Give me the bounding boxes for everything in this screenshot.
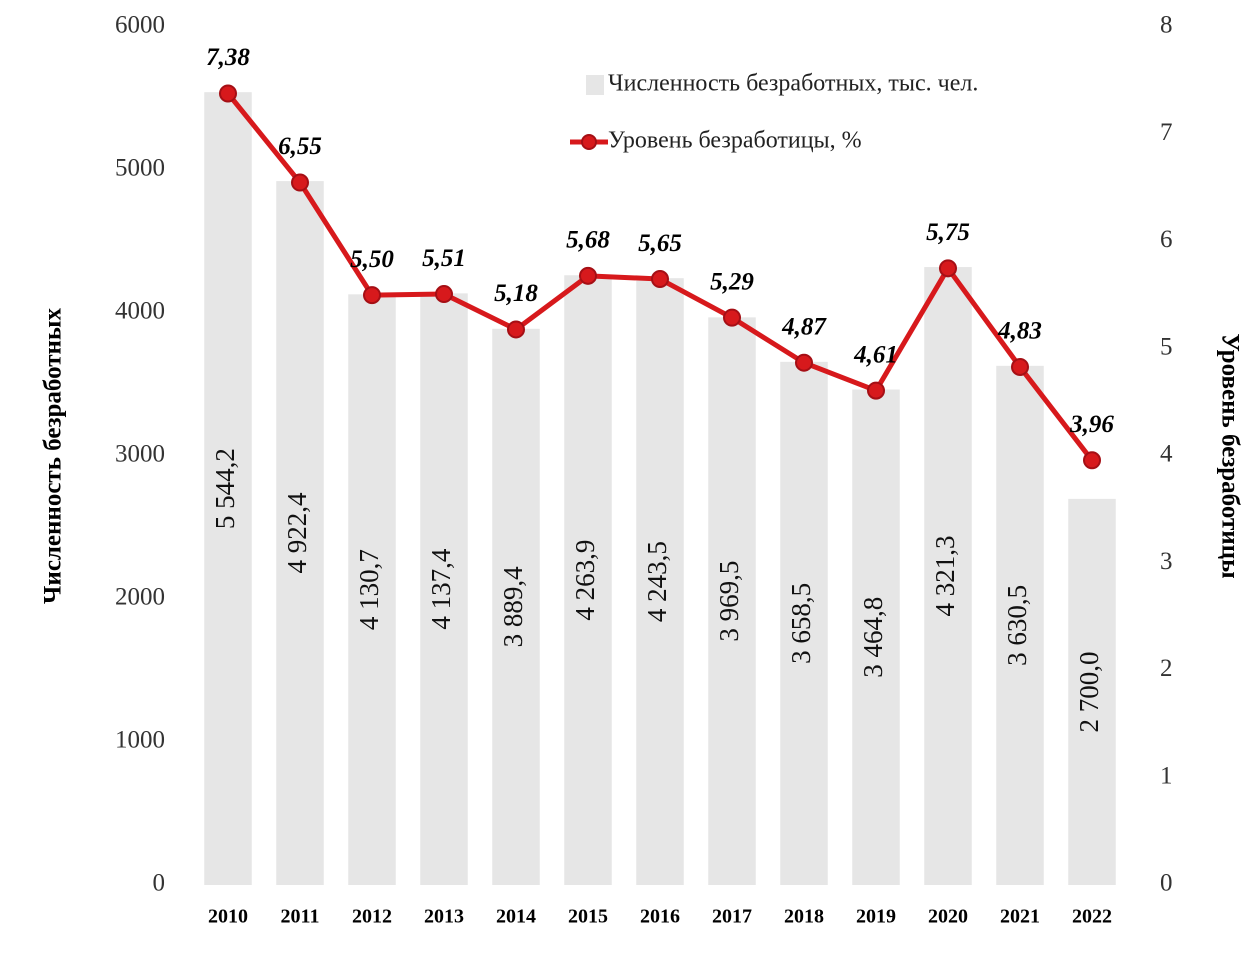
- x-tick-label: 2017: [712, 906, 752, 928]
- bar-value-label: 3 630,5: [1002, 585, 1032, 666]
- y2-tick-label: 6: [1160, 226, 1173, 253]
- x-tick-label: 2022: [1072, 906, 1112, 928]
- line-marker: [219, 84, 237, 103]
- legend-label: Уровень безработицы, %: [608, 128, 862, 154]
- y2-axis-title: Уровень безработицы: [1216, 333, 1243, 578]
- bar-value-label: 3 658,5: [786, 583, 816, 664]
- legend-label: Численность безработных, тыс. чел.: [608, 71, 978, 97]
- y2-tick-label: 7: [1160, 119, 1173, 146]
- line-marker: [651, 270, 669, 289]
- bar: [204, 92, 252, 886]
- bar-value-label: 3 464,8: [858, 597, 888, 678]
- line-value-label: 5,29: [710, 268, 754, 295]
- y-tick-label: 1000: [115, 727, 165, 754]
- y2-tick-label: 5: [1160, 333, 1173, 360]
- bar-value-label: 4 137,4: [426, 548, 456, 630]
- x-tick-label: 2012: [352, 906, 392, 928]
- y2-tick-label: 1: [1160, 762, 1173, 789]
- line-marker: [291, 173, 309, 192]
- line-value-label: 6,55: [278, 133, 322, 160]
- x-tick-label: 2014: [496, 906, 536, 928]
- line-value-label: 5,68: [566, 227, 610, 254]
- x-tick-label: 2019: [856, 906, 896, 928]
- line-marker: [507, 320, 525, 339]
- line-value-label: 7,38: [206, 44, 250, 71]
- line-value-label: 5,18: [494, 280, 538, 307]
- line-marker: [1083, 451, 1101, 470]
- line-marker: [1011, 357, 1029, 376]
- line-value-label: 4,61: [853, 341, 898, 368]
- line-marker: [579, 266, 597, 285]
- line-value-label: 5,75: [926, 219, 970, 246]
- line-marker: [363, 286, 381, 305]
- x-tick-label: 2016: [640, 906, 680, 928]
- line-marker: [723, 308, 741, 327]
- bar: [1068, 498, 1116, 885]
- bar: [420, 293, 468, 885]
- bar-value-label: 4 243,5: [642, 541, 672, 622]
- bar-value-label: 5 544,2: [210, 448, 240, 529]
- line-value-label: 4,87: [781, 313, 827, 340]
- bar: [924, 267, 972, 886]
- bar: [636, 278, 684, 885]
- y-tick-label: 4000: [115, 298, 165, 325]
- line-marker: [435, 285, 453, 304]
- bar-value-label: 4 263,9: [570, 540, 600, 621]
- y2-tick-label: 8: [1160, 12, 1173, 39]
- y-tick-label: 6000: [115, 12, 165, 39]
- bar: [852, 389, 900, 885]
- bar: [708, 317, 756, 885]
- line-value-label: 5,50: [350, 246, 394, 273]
- line-value-label: 5,65: [638, 230, 682, 257]
- bar-value-label: 4 922,4: [282, 492, 312, 574]
- bar: [996, 365, 1044, 885]
- bar: [492, 328, 540, 885]
- x-tick-label: 2015: [568, 906, 608, 928]
- x-tick-label: 2021: [1000, 906, 1040, 928]
- y2-tick-label: 0: [1160, 870, 1173, 897]
- y2-tick-label: 4: [1160, 441, 1173, 468]
- bar: [276, 181, 324, 885]
- line-value-label: 5,51: [422, 245, 466, 272]
- x-tick-label: 2018: [784, 906, 824, 928]
- y-tick-label: 5000: [115, 155, 165, 182]
- bar: [780, 361, 828, 886]
- y-tick-label: 3000: [115, 441, 165, 468]
- y2-tick-label: 2: [1160, 655, 1173, 682]
- legend-swatch: [581, 134, 597, 150]
- line-marker: [867, 381, 885, 400]
- x-tick-label: 2013: [424, 906, 464, 928]
- line-value-label: 4,83: [997, 318, 1042, 345]
- line-marker: [795, 353, 813, 372]
- bar-value-label: 3 969,5: [714, 561, 744, 642]
- bar-value-label: 3 889,4: [498, 566, 528, 648]
- bar: [564, 275, 612, 885]
- y-tick-label: 2000: [115, 584, 165, 611]
- x-tick-label: 2020: [928, 906, 968, 928]
- bar-value-label: 2 700,0: [1074, 651, 1104, 732]
- line-marker: [939, 259, 957, 278]
- y-tick-label: 0: [153, 870, 166, 897]
- bar-value-label: 4 130,7: [354, 549, 384, 630]
- line-value-label: 3,96: [1069, 411, 1114, 438]
- x-tick-label: 2011: [281, 906, 320, 928]
- legend-swatch: [586, 75, 604, 95]
- x-tick-label: 2010: [208, 906, 248, 928]
- bar-value-label: 4 321,3: [930, 536, 960, 617]
- y-axis-title: Численность безработных: [40, 308, 67, 604]
- bar: [348, 294, 396, 885]
- y2-tick-label: 3: [1160, 548, 1173, 575]
